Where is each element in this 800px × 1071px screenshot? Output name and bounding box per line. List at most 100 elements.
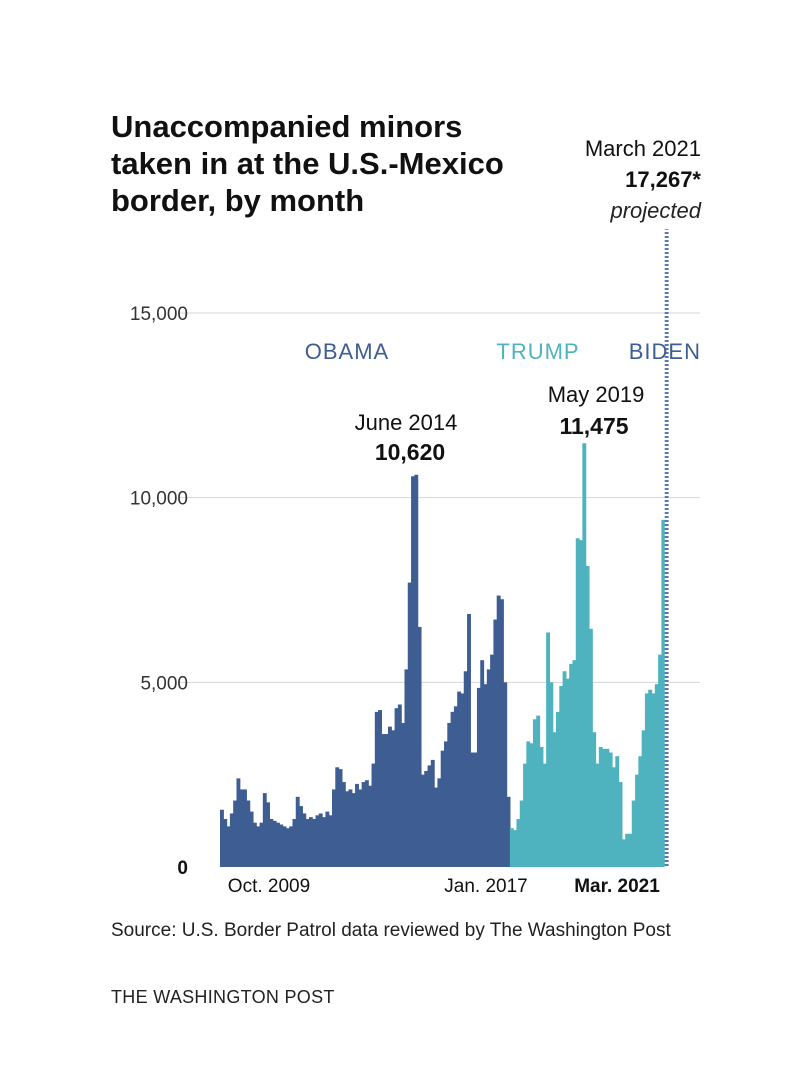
annotation-label: March 2021	[585, 136, 701, 161]
bar	[434, 787, 439, 867]
bar	[569, 663, 574, 867]
bar	[628, 833, 633, 867]
bar	[592, 732, 597, 867]
bar-projected	[664, 229, 669, 867]
bar	[289, 826, 294, 867]
bar	[529, 743, 534, 867]
chart-title: Unaccompanied minors taken in at the U.S…	[111, 109, 504, 218]
bar	[470, 752, 475, 867]
bar	[625, 833, 630, 867]
bar	[220, 809, 224, 867]
bar	[618, 782, 623, 867]
bar	[364, 780, 369, 867]
annotation-label: May 2019	[548, 382, 645, 407]
bar	[262, 793, 267, 867]
bar	[483, 684, 488, 867]
bar	[427, 765, 432, 867]
bar	[407, 582, 412, 867]
bar	[546, 632, 551, 867]
bar	[420, 774, 425, 867]
y-tick-label: 5,000	[140, 673, 188, 694]
bar	[638, 756, 643, 867]
bar	[476, 687, 481, 867]
gridlines	[178, 312, 700, 683]
x-tick-label: Jan. 2017	[444, 876, 527, 897]
bar	[325, 811, 330, 867]
bar	[582, 443, 587, 867]
chart-area: 15,000 10,000 5,000 0 OBAMA TRUMP BIDEN Oct. 20…	[130, 136, 702, 897]
bar	[513, 830, 518, 867]
bar	[417, 626, 422, 867]
bar	[509, 828, 514, 867]
bar	[226, 826, 231, 867]
bar	[233, 800, 238, 867]
bar	[440, 750, 445, 867]
bar	[651, 693, 656, 867]
bar	[519, 800, 524, 867]
bar	[246, 800, 251, 867]
bar	[437, 778, 442, 867]
bar	[575, 538, 580, 867]
bar	[388, 726, 392, 867]
bar	[467, 614, 471, 867]
bar	[348, 789, 353, 867]
bar	[338, 769, 343, 867]
bar	[658, 654, 663, 867]
era-label: TRUMP	[496, 339, 579, 364]
bar	[460, 693, 465, 867]
bar	[368, 785, 373, 867]
bar	[414, 474, 419, 867]
annotation-note: projected	[609, 198, 701, 223]
bar	[615, 756, 620, 867]
bar	[430, 759, 435, 867]
bar	[308, 817, 313, 867]
bar	[358, 789, 363, 867]
annotation-value: 11,475	[559, 413, 628, 439]
bar	[536, 715, 541, 867]
bar	[378, 710, 383, 867]
bar	[493, 619, 498, 867]
bar	[295, 796, 300, 867]
bar	[341, 782, 346, 867]
bar	[305, 818, 310, 867]
bar	[299, 806, 303, 867]
bar	[523, 763, 527, 867]
bar	[239, 789, 244, 867]
bar	[542, 763, 547, 867]
bar	[401, 722, 406, 867]
bar	[229, 813, 234, 867]
bar	[496, 595, 501, 867]
bar	[332, 789, 336, 867]
bar	[361, 782, 366, 867]
annotation-value: 17,267*	[625, 167, 701, 192]
bar	[249, 811, 254, 867]
bar	[450, 711, 455, 867]
bar	[579, 540, 583, 867]
publisher-credit: THE WASHINGTON POST	[111, 987, 335, 1007]
bar	[279, 824, 284, 867]
bar	[328, 815, 333, 867]
bar	[355, 783, 359, 867]
bar	[259, 822, 264, 867]
bars	[220, 229, 669, 867]
bar	[318, 813, 323, 867]
bar	[269, 818, 274, 867]
bar	[539, 746, 544, 867]
bar	[322, 817, 327, 867]
x-tick-label: Mar. 2021	[574, 876, 660, 897]
bar	[335, 767, 340, 867]
bar	[463, 671, 468, 867]
bar	[648, 689, 653, 867]
bar	[500, 599, 504, 867]
y-tick-label: 10,000	[130, 489, 188, 510]
bar	[516, 818, 521, 867]
bar	[397, 704, 402, 867]
bar	[457, 691, 462, 867]
bar	[612, 767, 616, 867]
bar	[404, 669, 409, 867]
bar	[532, 719, 537, 867]
bar	[252, 822, 257, 867]
y-tick-label: 0	[177, 858, 188, 879]
bar	[391, 730, 396, 867]
era-label: BIDEN	[629, 339, 701, 364]
